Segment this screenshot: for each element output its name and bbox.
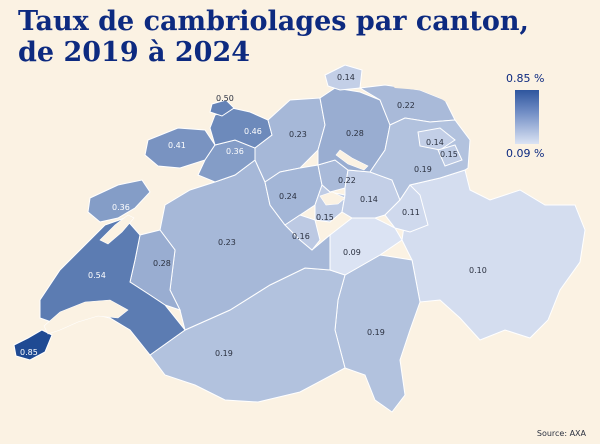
label-neuchatel: 0.36 — [112, 203, 130, 212]
lake-leman — [43, 299, 129, 335]
canton-grisons[interactable] — [401, 169, 586, 341]
label-berne: 0.23 — [218, 238, 236, 247]
map-title: Taux de cambriolages par canton, de 2019… — [18, 6, 529, 68]
canton-appenzell-rh-int[interactable] — [437, 144, 463, 167]
label-zoug: 0.22 — [338, 176, 356, 185]
legend-color-scale — [515, 90, 539, 144]
title-line-2: de 2019 à 2024 — [18, 37, 251, 68]
label-appenzell-rh-int: 0.15 — [440, 150, 458, 159]
lake-zurich — [335, 149, 369, 171]
label-schaffhouse: 0.14 — [337, 73, 355, 82]
label-appenzell-rh-ext: 0.14 — [426, 138, 444, 147]
label-vaud: 0.54 — [88, 271, 106, 280]
label-geneve: 0.85 — [20, 348, 38, 357]
label-tessin: 0.19 — [367, 328, 385, 337]
label-lucerne: 0.24 — [279, 192, 297, 201]
legend-min-label: 0.09 % — [506, 147, 545, 160]
label-argovie: 0.23 — [289, 130, 307, 139]
label-bale-ville: 0.50 — [216, 94, 234, 103]
canton-neuchatel[interactable] — [87, 179, 151, 223]
label-fribourg: 0.28 — [153, 259, 171, 268]
label-valais: 0.19 — [215, 349, 233, 358]
label-obwald: 0.16 — [292, 232, 310, 241]
canton-glaris[interactable] — [384, 184, 429, 233]
label-nidwald: 0.15 — [316, 213, 334, 222]
label-saint-gall: 0.19 — [414, 165, 432, 174]
label-schwytz: 0.14 — [360, 195, 378, 204]
lake-neuchatel — [99, 214, 135, 245]
label-jura: 0.41 — [168, 141, 186, 150]
lake-lucerne — [319, 191, 346, 206]
label-zurich: 0.28 — [346, 129, 364, 138]
canton-obwald[interactable] — [284, 214, 321, 251]
source-note: Source: AXA — [536, 429, 586, 438]
label-soleure: 0.36 — [226, 147, 244, 156]
title-line-1: Taux de cambriolages par canton, — [18, 6, 529, 37]
label-glaris: 0.11 — [402, 208, 420, 217]
lake-constance — [388, 80, 470, 110]
canton-geneve[interactable] — [13, 329, 53, 361]
label-grisons: 0.10 — [469, 266, 487, 275]
canton-appenzell-rh-ext[interactable] — [417, 127, 456, 151]
label-bale-campagne: 0.46 — [244, 127, 262, 136]
canton-bale-ville[interactable] — [209, 99, 235, 117]
label-uri: 0.09 — [343, 248, 361, 257]
legend-max-label: 0.85 % — [506, 72, 545, 85]
value-labels: 0.85 0.54 0.50 0.46 0.41 0.36 0.36 0.28 … — [20, 73, 487, 358]
label-thurgovie: 0.22 — [397, 101, 415, 110]
